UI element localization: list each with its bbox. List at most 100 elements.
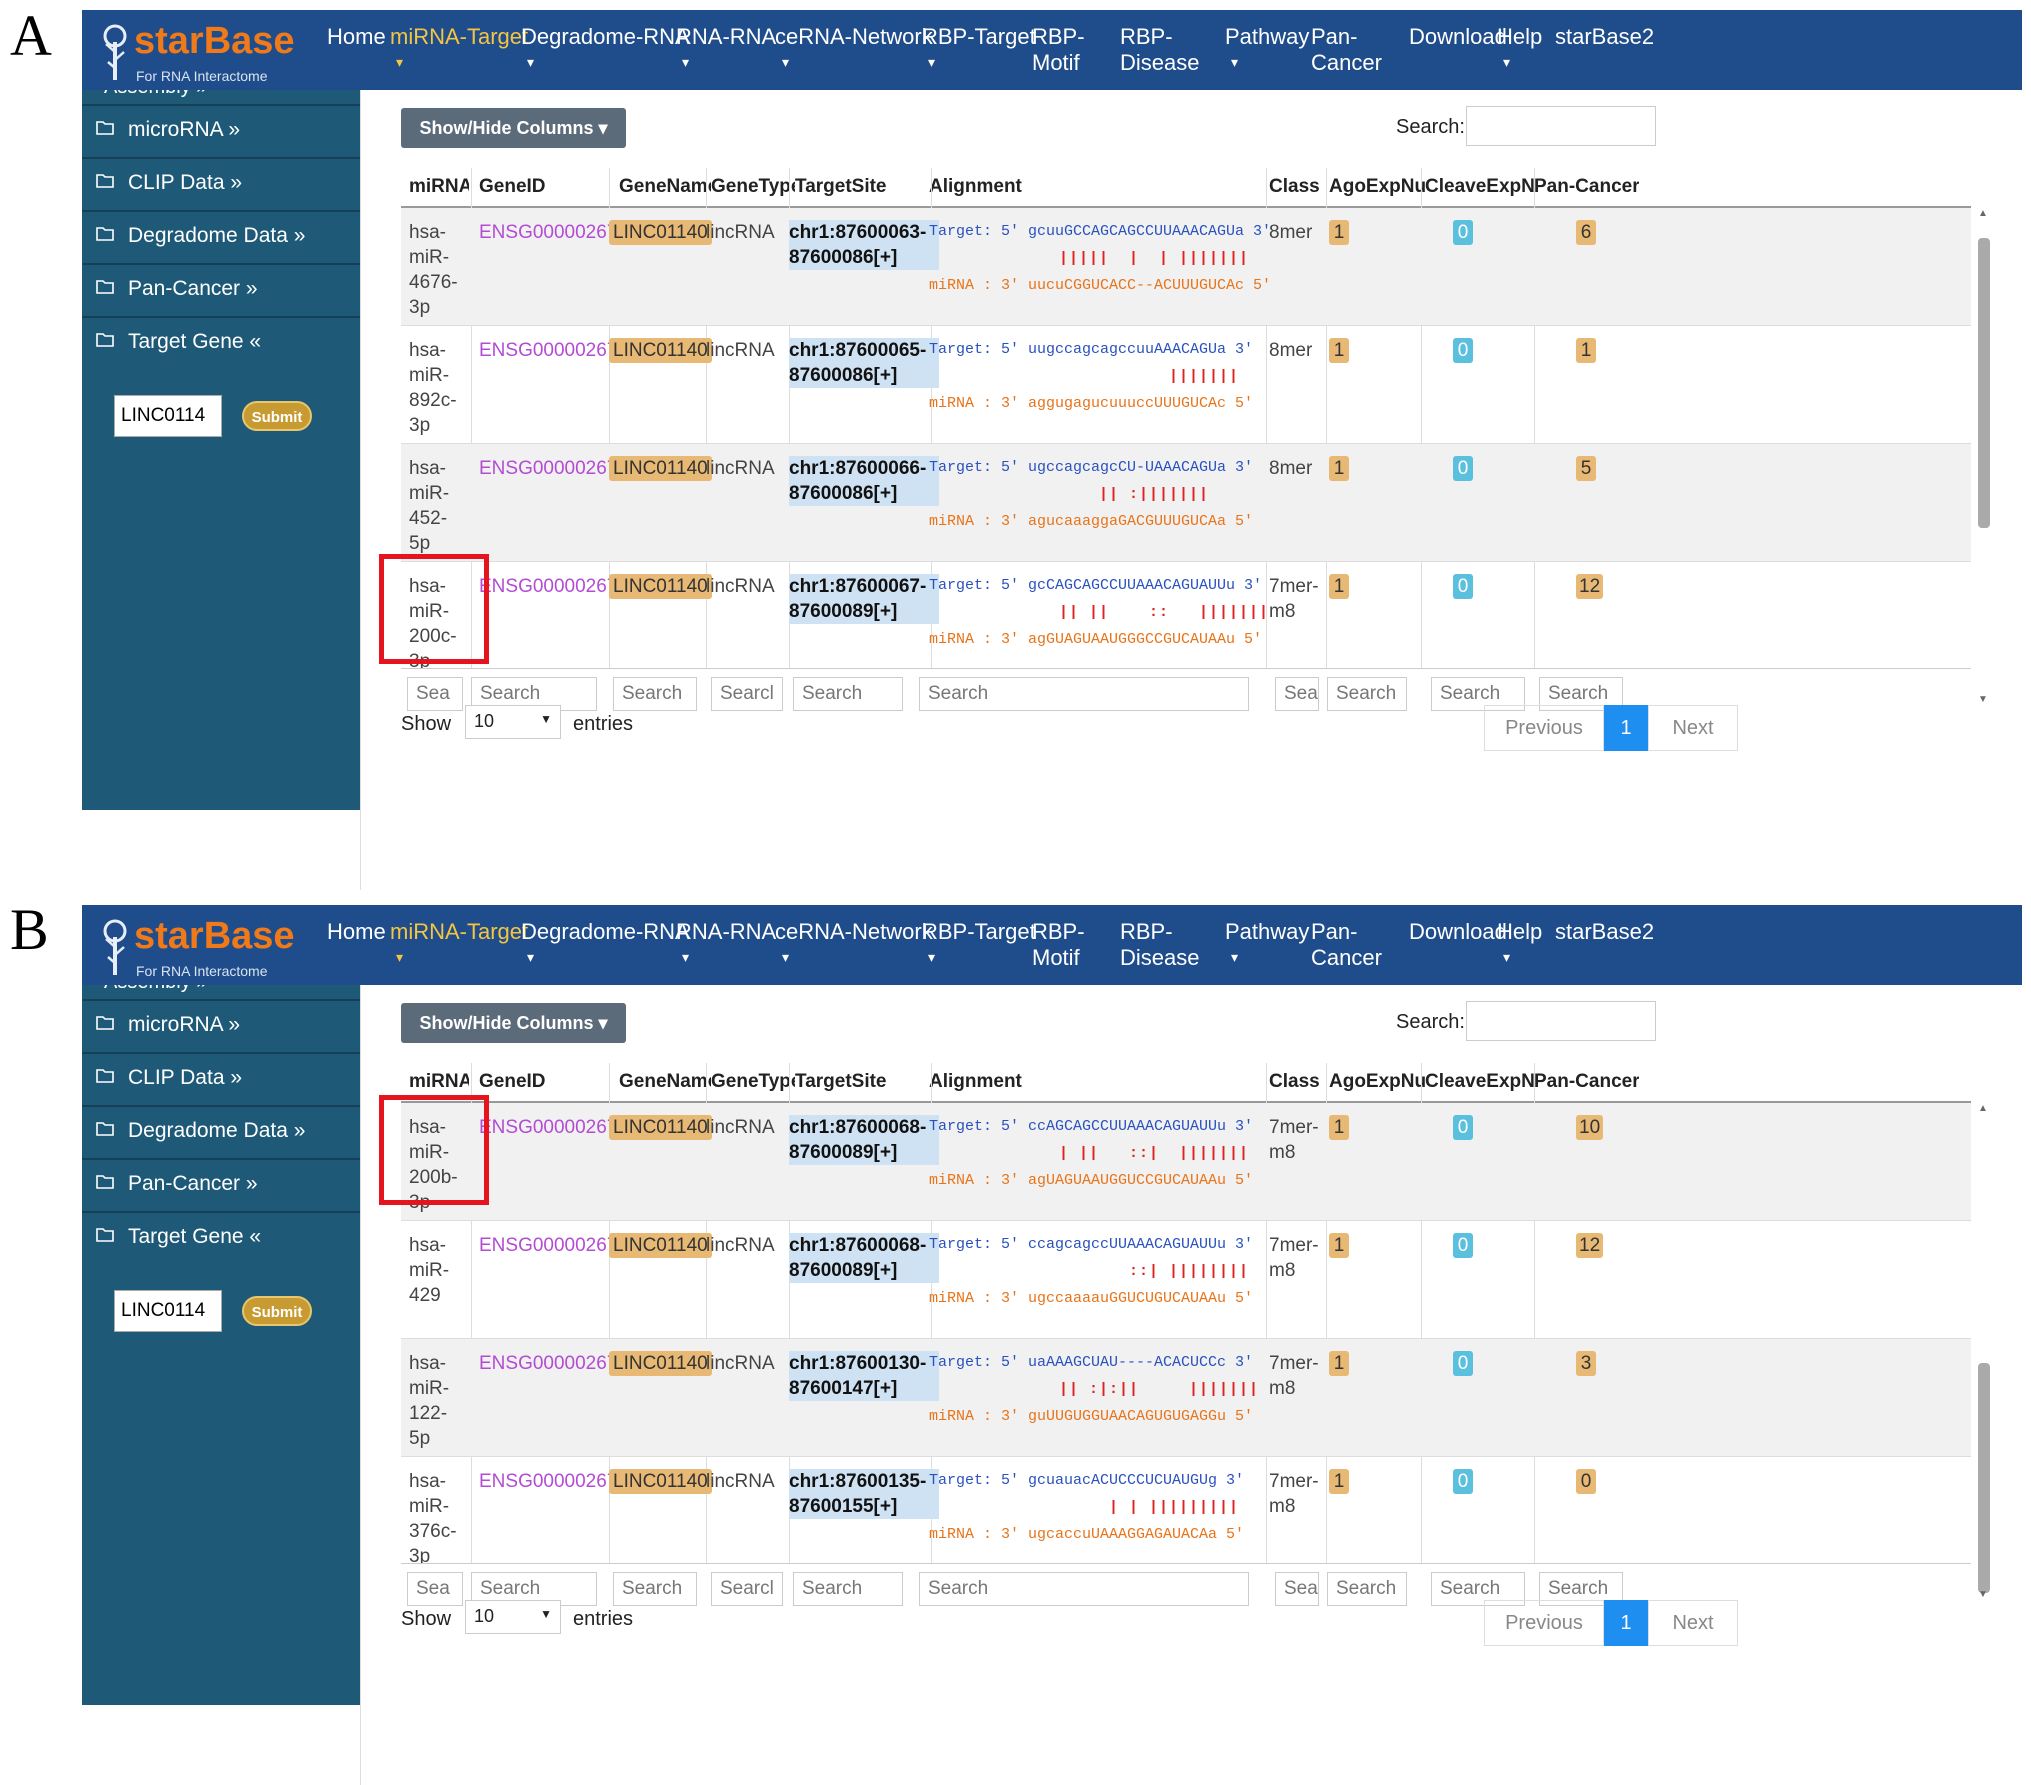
- column-header-genename[interactable]: GeneName: [619, 176, 711, 197]
- sidebar-item-degradome[interactable]: Degradome Data »: [82, 210, 360, 260]
- sidebar-item-degradome[interactable]: Degradome Data »: [82, 1105, 360, 1155]
- page-1-button[interactable]: 1: [1604, 1600, 1648, 1646]
- sidebar-item-target[interactable]: Target Gene «: [82, 316, 360, 366]
- sidebar-item-assembly[interactable]: Assembly »: [82, 90, 360, 104]
- nav-rna-rna[interactable]: RNA-RNA: [676, 24, 777, 49]
- column-header-mirna[interactable]: miRNA: [409, 1071, 469, 1092]
- scrollbar-thumb[interactable]: [1978, 238, 1990, 528]
- sidebar-item-microrna[interactable]: microRNA »: [82, 104, 360, 154]
- brand-logo[interactable]: starBase For RNA Interactome: [100, 18, 300, 84]
- gene-id-link[interactable]: ENSG00000267272: [479, 1353, 650, 1374]
- next-page-button[interactable]: Next: [1648, 1600, 1738, 1646]
- column-search-input[interactable]: Sea: [1275, 1572, 1319, 1606]
- column-header-cleaveexpnum[interactable]: CleaveExpNum: [1425, 1071, 1534, 1092]
- nav-help[interactable]: Help: [1497, 24, 1543, 49]
- column-search-input[interactable]: Searcl: [711, 677, 783, 711]
- sidebar-item-pan-cancer[interactable]: Pan-Cancer »: [82, 1158, 360, 1208]
- gene-id-link[interactable]: ENSG00000267272: [479, 576, 650, 597]
- nav-degradome-rna[interactable]: Degradome-RNA: [521, 24, 690, 49]
- next-page-button[interactable]: Next: [1648, 705, 1738, 751]
- nav-mirna-target[interactable]: miRNA-Target: [390, 919, 529, 944]
- nav-degradome-rna[interactable]: Degradome-RNA: [521, 919, 690, 944]
- previous-page-button[interactable]: Previous: [1484, 705, 1604, 751]
- nav-cerna-network[interactable]: ceRNA-Network: [775, 24, 933, 49]
- nav-rna-rna[interactable]: RNA-RNA: [676, 919, 777, 944]
- nav-pathway[interactable]: Pathway: [1225, 919, 1310, 944]
- column-header-alignment[interactable]: Alignment: [929, 176, 1022, 197]
- scrollbar-thumb[interactable]: [1978, 1363, 1990, 1593]
- sidebar-item-clip[interactable]: CLIP Data »: [82, 1052, 360, 1102]
- column-search-input[interactable]: Sea: [407, 1572, 463, 1606]
- sidebar-item-pan-cancer[interactable]: Pan-Cancer »: [82, 263, 360, 313]
- nav-home[interactable]: Home: [327, 24, 386, 49]
- nav-rbp-disease[interactable]: RBP- Disease: [1120, 24, 1200, 75]
- column-header-genename[interactable]: GeneName: [619, 1071, 711, 1092]
- column-header-pan-cancer[interactable]: Pan-Cancer: [1534, 1071, 1639, 1092]
- nav-rbp-target[interactable]: RBP-Target: [922, 24, 1036, 49]
- global-search-input[interactable]: [1466, 1001, 1656, 1041]
- column-header-geneid[interactable]: GeneID: [479, 176, 546, 197]
- sidebar-item-assembly[interactable]: Assembly »: [82, 985, 360, 999]
- nav-mirna-target[interactable]: miRNA-Target: [390, 24, 529, 49]
- submit-button[interactable]: Submit: [242, 1296, 312, 1326]
- column-search-input[interactable]: Search: [1327, 1572, 1407, 1606]
- column-header-class[interactable]: Class: [1269, 1071, 1320, 1092]
- column-header-targetsite[interactable]: TargetSite: [795, 1071, 887, 1092]
- column-search-input[interactable]: Sea: [1275, 677, 1319, 711]
- column-search-input[interactable]: Search: [613, 677, 697, 711]
- column-search-input[interactable]: Search: [793, 677, 903, 711]
- column-header-genetype[interactable]: GeneType: [711, 1071, 795, 1092]
- entries-select[interactable]: 10 ▼: [465, 1600, 561, 1634]
- vertical-scrollbar[interactable]: ▲ ▼: [1975, 208, 1991, 708]
- column-header-agoexpnum[interactable]: AgoExpNum: [1329, 176, 1425, 197]
- nav-rbp-disease[interactable]: RBP- Disease: [1120, 919, 1200, 970]
- submit-button[interactable]: Submit: [242, 401, 312, 431]
- brand-logo[interactable]: starBase For RNA Interactome: [100, 913, 300, 979]
- column-search-input[interactable]: Search: [613, 1572, 697, 1606]
- nav-download[interactable]: Download: [1409, 919, 1507, 944]
- column-header-agoexpnum[interactable]: AgoExpNum: [1329, 1071, 1425, 1092]
- nav-home[interactable]: Home: [327, 919, 386, 944]
- column-search-input[interactable]: Search: [1327, 677, 1407, 711]
- previous-page-button[interactable]: Previous: [1484, 1600, 1604, 1646]
- gene-id-link[interactable]: ENSG00000267272: [479, 340, 650, 361]
- column-header-pan-cancer[interactable]: Pan-Cancer: [1534, 176, 1639, 197]
- sidebar-item-clip[interactable]: CLIP Data »: [82, 157, 360, 207]
- column-search-input[interactable]: Search: [919, 1572, 1249, 1606]
- nav-starbase2[interactable]: starBase2: [1555, 24, 1655, 49]
- global-search-input[interactable]: [1466, 106, 1656, 146]
- gene-id-link[interactable]: ENSG00000267272: [479, 458, 650, 479]
- nav-rbp-target[interactable]: RBP-Target: [922, 919, 1036, 944]
- column-header-mirna[interactable]: miRNA: [409, 176, 469, 197]
- column-search-input[interactable]: Searcl: [711, 1572, 783, 1606]
- column-search-input[interactable]: Sea: [407, 677, 463, 711]
- nav-pan-cancer[interactable]: Pan- Cancer: [1311, 919, 1382, 970]
- page-1-button[interactable]: 1: [1604, 705, 1648, 751]
- target-gene-input[interactable]: LINC0114: [114, 1290, 222, 1332]
- show-hide-columns-button[interactable]: Show/Hide Columns ▾: [401, 1003, 626, 1043]
- nav-rbp-motif[interactable]: RBP- Motif: [1032, 24, 1085, 75]
- column-header-alignment[interactable]: Alignment: [929, 1071, 1022, 1092]
- show-hide-columns-button[interactable]: Show/Hide Columns ▾: [401, 108, 626, 148]
- nav-pathway[interactable]: Pathway: [1225, 24, 1310, 49]
- column-header-targetsite[interactable]: TargetSite: [795, 176, 887, 197]
- sidebar-item-microrna[interactable]: microRNA »: [82, 999, 360, 1049]
- nav-download[interactable]: Download: [1409, 24, 1507, 49]
- column-header-cleaveexpnum[interactable]: CleaveExpNum: [1425, 176, 1534, 197]
- column-header-class[interactable]: Class: [1269, 176, 1320, 197]
- column-header-genetype[interactable]: GeneType: [711, 176, 795, 197]
- target-gene-input[interactable]: LINC0114: [114, 395, 222, 437]
- nav-cerna-network[interactable]: ceRNA-Network: [775, 919, 933, 944]
- column-search-input[interactable]: Search: [1431, 677, 1525, 711]
- gene-id-link[interactable]: ENSG00000267272: [479, 1471, 650, 1492]
- gene-id-link[interactable]: ENSG00000267272: [479, 1117, 650, 1138]
- gene-id-link[interactable]: ENSG00000267272: [479, 1235, 650, 1256]
- gene-id-link[interactable]: ENSG00000267272: [479, 222, 650, 243]
- sidebar-item-target[interactable]: Target Gene «: [82, 1211, 360, 1261]
- column-search-input[interactable]: Search: [793, 1572, 903, 1606]
- column-search-input[interactable]: Search: [919, 677, 1249, 711]
- nav-rbp-motif[interactable]: RBP- Motif: [1032, 919, 1085, 970]
- entries-select[interactable]: 10 ▼: [465, 705, 561, 739]
- column-header-geneid[interactable]: GeneID: [479, 1071, 546, 1092]
- vertical-scrollbar[interactable]: ▲ ▼: [1975, 1103, 1991, 1603]
